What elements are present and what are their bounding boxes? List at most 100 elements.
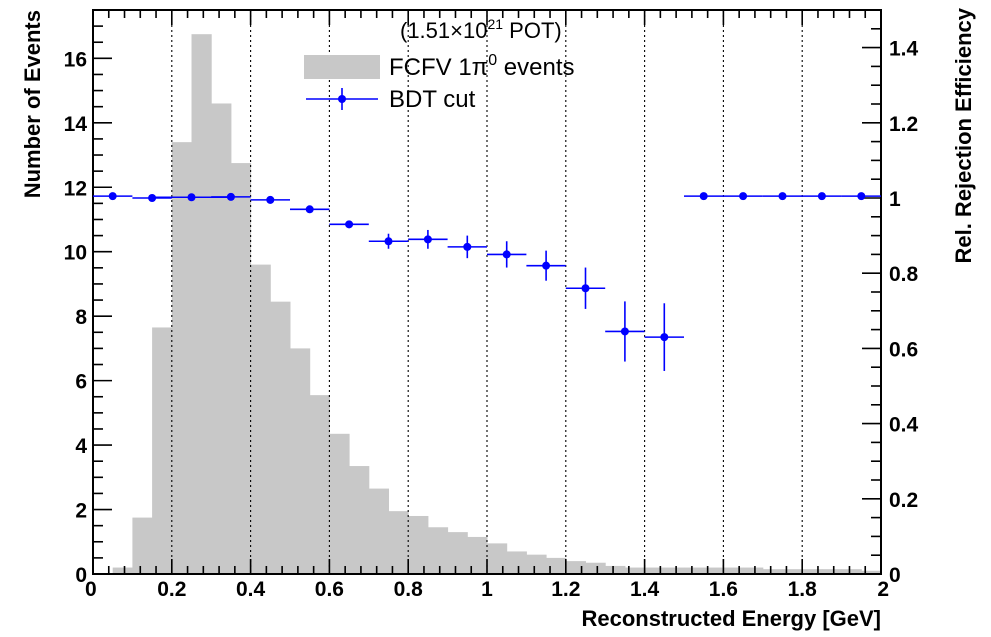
histogram-bar [585, 562, 606, 574]
histogram-bar [703, 567, 724, 574]
histogram-bar [821, 569, 843, 574]
x-tick-label: 1.2 [551, 578, 580, 601]
bdt-series [93, 192, 881, 371]
legend-hist-label: FCFV 1π0 events [389, 52, 575, 81]
bdt-point [384, 237, 393, 246]
histogram-bar [782, 569, 803, 574]
x-tick-label: 1.8 [788, 578, 818, 601]
bdt-point [423, 235, 432, 244]
bdt-point [857, 192, 866, 201]
histogram-bar [664, 567, 685, 574]
histogram-bar [762, 569, 783, 574]
pot-prefix: (1.51×10 [400, 18, 487, 43]
x-tick-label: 1 [481, 578, 493, 601]
histogram-bar [270, 301, 291, 574]
histogram-bar [388, 511, 409, 574]
y-tick-label: 14 [64, 113, 88, 136]
histogram-bar [841, 569, 862, 574]
histogram-bar [467, 536, 488, 574]
y2-axis-label: Rel. Rejection Efficiency [951, 7, 976, 263]
histogram-bar [743, 567, 764, 574]
bdt-point [187, 193, 196, 202]
y-tick-label: 16 [64, 48, 87, 71]
histogram-bars [112, 34, 882, 575]
x-tick-label: 1.4 [630, 578, 660, 601]
histogram-bar [487, 543, 508, 574]
histogram-bar [408, 515, 429, 574]
histogram-bar [861, 570, 882, 574]
legend-hist-swatch [304, 55, 380, 79]
y-tick-label: 0 [75, 564, 87, 587]
bdt-point [345, 220, 354, 229]
histogram-bar [368, 488, 389, 574]
bdt-point [699, 192, 708, 201]
x-tick-label: 0.6 [315, 578, 344, 601]
bdt-point [778, 192, 787, 201]
pot-annotation: (1.51×1021 POT) [400, 16, 562, 43]
x-tick-label: 0.8 [394, 578, 424, 601]
y2-tick-label: 1.2 [889, 113, 918, 136]
y2-tick-label: 1.4 [889, 38, 919, 61]
y-tick-label: 10 [64, 242, 87, 265]
bdt-point [542, 261, 551, 270]
y-tick-label: 2 [75, 500, 87, 523]
pot-exponent: 21 [487, 16, 503, 32]
pot-suffix: POT) [503, 18, 562, 43]
histogram-bar [309, 395, 330, 574]
histogram-bar [112, 567, 133, 574]
y2-tick-label: 0.6 [889, 338, 918, 361]
histogram-bar [723, 567, 744, 574]
y-tick-label: 12 [64, 177, 87, 200]
histogram-bar [152, 327, 173, 574]
x-tick-label: 0.2 [157, 578, 186, 601]
y2-tick-label: 0.8 [889, 263, 919, 286]
y-tick-label: 6 [75, 371, 87, 394]
y2-tick-label: 0.2 [889, 489, 918, 512]
x-tick-label: 2 [877, 578, 889, 601]
histogram-bar [171, 142, 192, 574]
x-tick-label: 1.6 [709, 578, 738, 601]
bdt-point [817, 192, 826, 201]
y-axis-label: Number of Events [20, 10, 45, 198]
histogram-bar [624, 567, 646, 574]
histogram-bar [526, 554, 547, 574]
y2-tick-label: 0.4 [889, 414, 919, 437]
axis-labels: 0 0.2 0.4 0.6 0.8 1 1.2 1.4 1.6 1.8 20246810121416… [20, 7, 976, 631]
x-tick-label: 0 [85, 578, 97, 601]
histogram-bar [211, 103, 232, 574]
y-tick-label: 8 [75, 306, 87, 329]
histogram-bar [546, 557, 567, 574]
y2-tick-label: 0 [889, 564, 901, 587]
legend-bdt-marker [338, 95, 346, 103]
legend: (1.51×1021 POT) FCFV 1π0 events BDT cut [304, 16, 575, 113]
legend-hist-sup: 0 [488, 52, 497, 69]
bdt-point [739, 192, 748, 201]
bdt-point [305, 205, 314, 214]
bdt-point [660, 333, 669, 342]
histogram-bar [506, 551, 527, 574]
histogram-bar [230, 163, 252, 575]
histogram-bar [447, 532, 468, 574]
x-axis-label: Reconstructed Energy [GeV] [581, 606, 881, 631]
histogram-bar [191, 34, 212, 574]
bdt-point [108, 192, 117, 201]
bdt-point [502, 250, 511, 259]
histogram-bar [605, 565, 626, 574]
histogram-bar [132, 517, 153, 574]
histogram-bar [250, 264, 271, 574]
histogram-bar [290, 348, 311, 574]
bdt-point [581, 284, 590, 293]
bdt-point [266, 195, 275, 204]
y-tick-label: 4 [75, 435, 87, 458]
grid-lines [171, 10, 803, 574]
histogram-bar [427, 527, 449, 574]
legend-hist-suffix: events [497, 54, 574, 81]
histogram-bar [329, 433, 350, 574]
histogram-bar [565, 561, 586, 574]
legend-bdt-label: BDT cut [389, 86, 476, 113]
x-tick-label: 0.4 [236, 578, 266, 601]
bdt-point [463, 242, 472, 251]
axes [92, 9, 882, 575]
